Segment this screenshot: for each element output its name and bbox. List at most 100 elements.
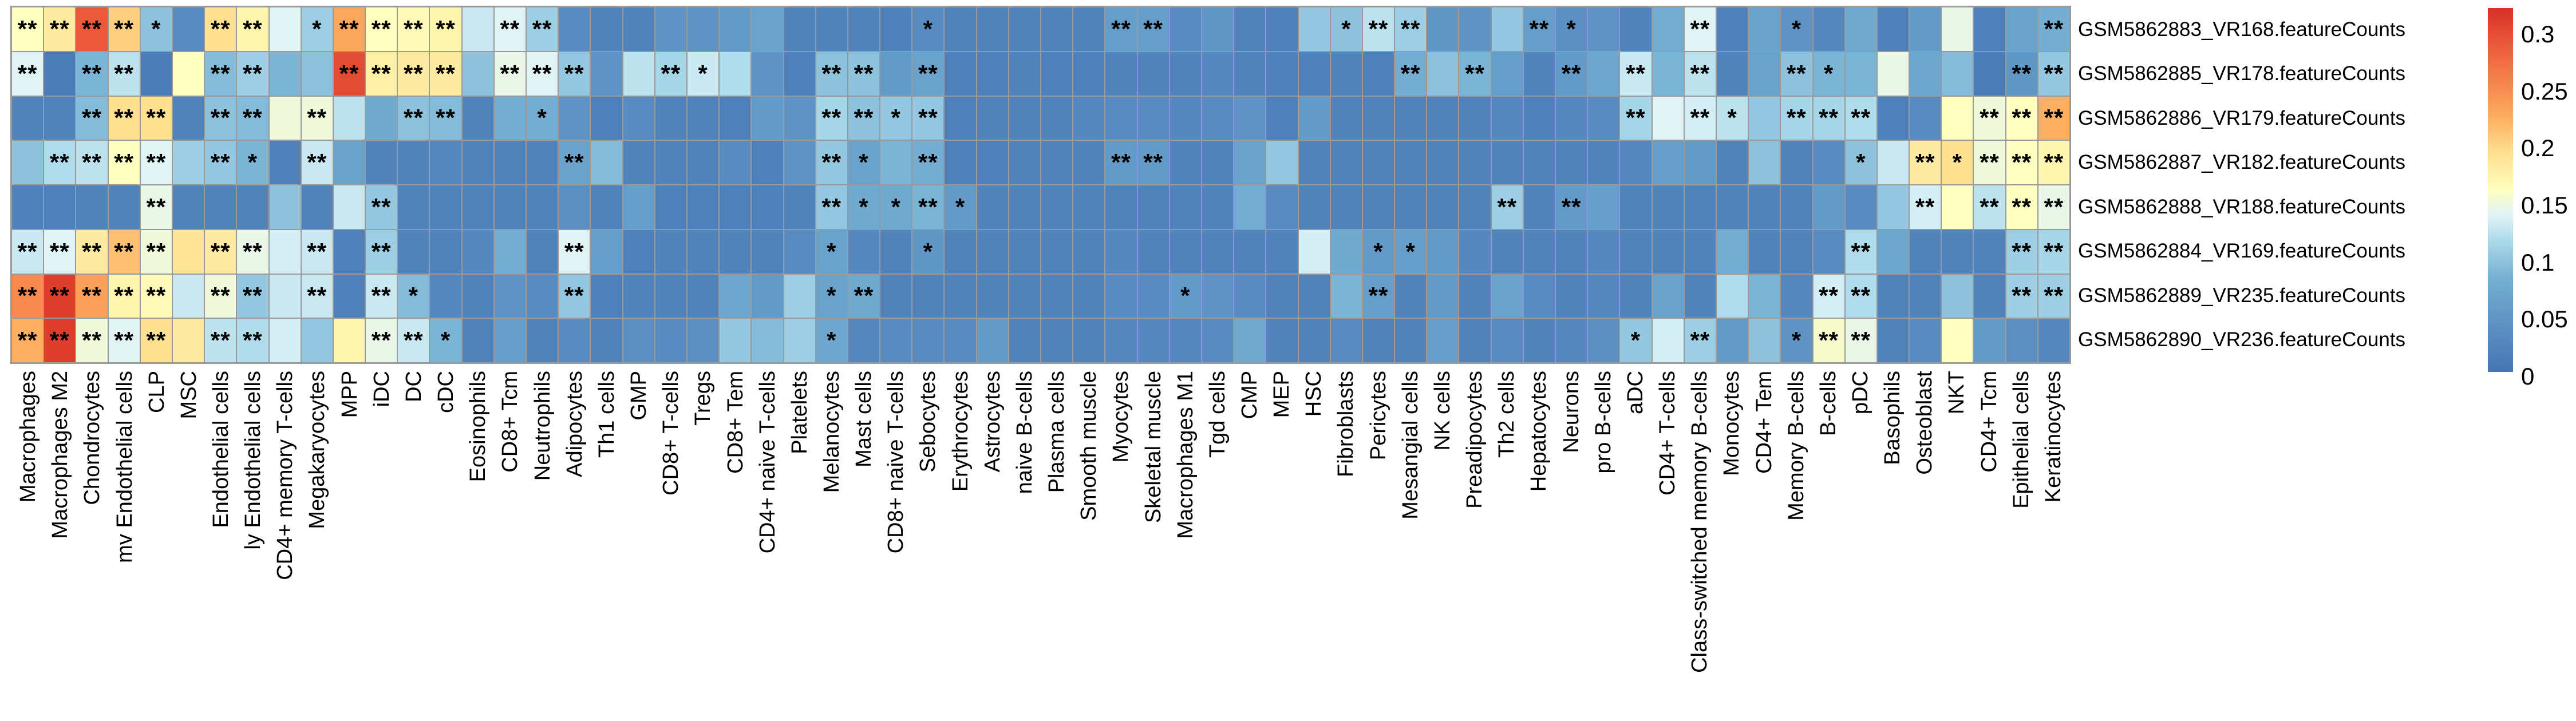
heatmap-cell [1556, 274, 1587, 318]
heatmap-cell [1974, 52, 2005, 96]
heatmap-cell [1202, 274, 1234, 318]
heatmap-cell: ** [76, 319, 108, 362]
heatmap-cell [1105, 229, 1137, 274]
heatmap-cell: * [430, 319, 461, 362]
heatmap-cell [1170, 52, 1201, 96]
heatmap-cell [1041, 96, 1073, 140]
heatmap-cell: ** [848, 52, 880, 96]
heatmap-cell [527, 141, 558, 184]
heatmap-cell [784, 96, 815, 140]
row-label: GSM5862885_VR178.featureCounts [2078, 62, 2406, 85]
heatmap-cell [1266, 96, 1298, 140]
significance-marker: ** [17, 282, 38, 310]
heatmap-cell [172, 319, 204, 362]
heatmap-cell [1652, 96, 1684, 140]
significance-marker: ** [243, 237, 263, 265]
significance-marker: ** [1787, 60, 1807, 87]
heatmap-cell: * [945, 185, 976, 229]
row-label: GSM5862883_VR168.featureCounts [2078, 18, 2406, 41]
column-label: Myocytes [1109, 371, 1133, 463]
heatmap-cell [1459, 141, 1491, 184]
heatmap-cell [1266, 229, 1298, 274]
column-label: naive B-cells [1012, 371, 1037, 494]
heatmap-cell [1684, 141, 1716, 184]
heatmap-cell [269, 96, 301, 140]
heatmap-cell: ** [1845, 319, 1876, 362]
row-label: GSM5862884_VR169.featureCounts [2078, 240, 2406, 263]
significance-marker: ** [49, 237, 70, 265]
heatmap-cell [430, 185, 461, 229]
heatmap-cell [269, 185, 301, 229]
heatmap-cell [623, 229, 654, 274]
heatmap-cell [1716, 52, 1748, 96]
heatmap-cell [1781, 141, 1812, 184]
heatmap-cell: ** [1845, 96, 1876, 140]
heatmap-cell: ** [140, 185, 172, 229]
heatmap-cell [1877, 141, 1909, 184]
legend-gradient-bar [2488, 8, 2513, 372]
heatmap-cell [398, 229, 429, 274]
heatmap-cell [623, 141, 654, 184]
heatmap-cell [1491, 96, 1523, 140]
heatmap-cell [1620, 185, 1652, 229]
significance-marker: ** [1851, 237, 1871, 265]
significance-marker: * [923, 237, 934, 265]
heatmap-cell [1491, 141, 1523, 184]
heatmap-cell [720, 141, 751, 184]
column-label: CLP [144, 371, 169, 413]
column-label: Preadipocytes [1463, 371, 1487, 509]
heatmap-cell [1105, 52, 1137, 96]
heatmap-cell: ** [1974, 185, 2005, 229]
heatmap-cell [1395, 185, 1427, 229]
heatmap-cell: ** [366, 7, 397, 51]
significance-marker: ** [82, 149, 102, 176]
heatmap-cell [1459, 274, 1491, 318]
heatmap-cell: ** [2006, 185, 2037, 229]
heatmap-cell [333, 319, 365, 362]
heatmap-cell [462, 52, 493, 96]
heatmap-cell [1395, 274, 1427, 318]
heatmap-cell: ** [12, 7, 44, 51]
heatmap-cell [1523, 319, 1555, 362]
heatmap-cell [1652, 274, 1684, 318]
column-label: Memory B-cells [1784, 371, 1808, 521]
significance-marker: * [247, 149, 258, 176]
heatmap-cell: * [848, 185, 880, 229]
heatmap-cell [1202, 7, 1234, 51]
heatmap-cell [1910, 319, 1941, 362]
heatmap-cell [1009, 274, 1040, 318]
heatmap-cell [269, 7, 301, 51]
heatmap-cell: * [301, 7, 333, 51]
heatmap-cell [1716, 7, 1748, 51]
significance-marker: ** [114, 15, 134, 42]
significance-marker: ** [2044, 282, 2064, 310]
heatmap-cell [752, 229, 783, 274]
heatmap-cell: ** [1362, 7, 1394, 51]
heatmap-cell [1845, 185, 1876, 229]
heatmap-cell: ** [237, 229, 268, 274]
heatmap-cell [1942, 274, 1973, 318]
significance-marker: * [1630, 327, 1641, 354]
heatmap-cell: ** [2006, 274, 2037, 318]
heatmap-cell [1716, 319, 1748, 362]
heatmap-cell [1362, 141, 1394, 184]
column-label: CD8+ T-cells [659, 371, 683, 496]
heatmap-cell [44, 96, 76, 140]
significance-marker: ** [82, 15, 102, 42]
heatmap-cell [1009, 52, 1040, 96]
significance-marker: ** [243, 282, 263, 310]
heatmap-cell [591, 52, 622, 96]
heatmap-cell [559, 185, 590, 229]
heatmap-cell [1749, 96, 1780, 140]
heatmap-cell [1910, 7, 1941, 51]
heatmap-cell [591, 96, 622, 140]
heatmap-cell [1813, 7, 1844, 51]
significance-marker: ** [17, 237, 38, 265]
heatmap-cell [752, 319, 783, 362]
heatmap-cell: ** [494, 52, 526, 96]
heatmap-cell: * [912, 229, 944, 274]
column-label: Neurons [1559, 371, 1583, 453]
significance-marker: ** [1111, 149, 1131, 176]
column-label: Adipocytes [562, 371, 587, 477]
heatmap-cell [1170, 319, 1201, 362]
